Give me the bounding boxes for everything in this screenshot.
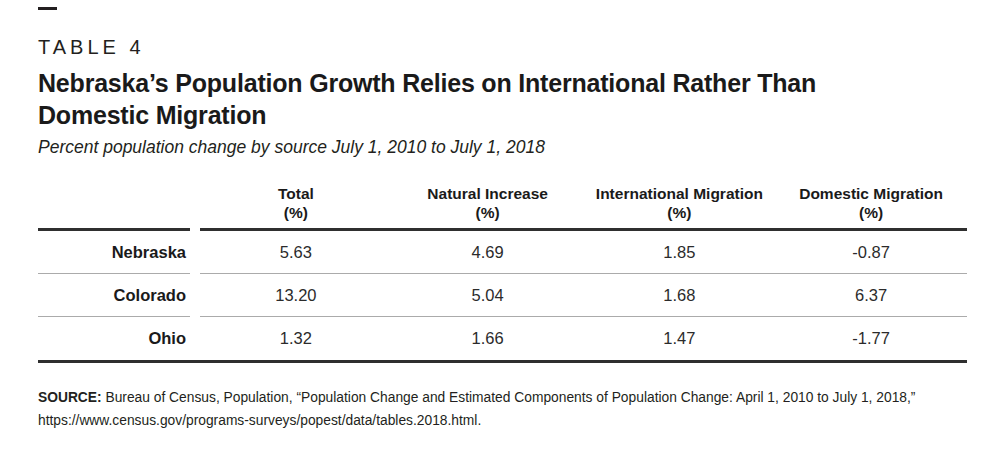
value-cell: 1.68	[584, 286, 776, 305]
row-label-cell: Colorado	[38, 274, 190, 317]
column-gap	[190, 231, 200, 274]
report-table-figure: TABLE 4 Nebraska’s Population Growth Rel…	[0, 0, 1000, 452]
row-label: Nebraska	[38, 243, 190, 262]
header-cells: Total (%) Natural Increase (%) Internati…	[200, 184, 967, 231]
value-cell: -1.77	[775, 329, 967, 348]
value-cell: 1.32	[200, 329, 392, 348]
table-row-colorado: Colorado 13.20 5.04 1.68 6.37	[38, 274, 967, 317]
value-cell: 1.66	[392, 329, 584, 348]
value-cell: 5.04	[392, 286, 584, 305]
table-title-line2: Domestic Migration	[38, 99, 967, 131]
row-label: Ohio	[38, 329, 190, 348]
source-label: SOURCE:	[38, 390, 102, 405]
row-label: Colorado	[38, 286, 190, 305]
column-header-domestic-migration: Domestic Migration (%)	[775, 184, 967, 228]
header-row-label-spacer	[38, 184, 190, 231]
source-note: SOURCE: Bureau of Census, Population, “P…	[38, 386, 967, 432]
table-subtitle: Percent population change by source July…	[38, 136, 967, 158]
value-cell: 13.20	[200, 286, 392, 305]
row-label-cell: Nebraska	[38, 231, 190, 274]
table-title: Nebraska’s Population Growth Relies on I…	[38, 67, 967, 131]
value-cell: 5.63	[200, 243, 392, 262]
row-values: 13.20 5.04 1.68 6.37	[200, 274, 967, 317]
value-cell: -0.87	[775, 243, 967, 262]
column-header-natural-increase: Natural Increase (%)	[392, 184, 584, 228]
value-cell: 6.37	[775, 286, 967, 305]
source-text: Bureau of Census, Population, “Populatio…	[38, 390, 915, 428]
column-header-total: Total (%)	[200, 184, 392, 228]
accent-dash	[38, 7, 57, 10]
value-cell: 1.47	[584, 329, 776, 348]
table-title-line1: Nebraska’s Population Growth Relies on I…	[38, 67, 967, 99]
row-values: 5.63 4.69 1.85 -0.87	[200, 231, 967, 274]
column-gap	[190, 274, 200, 317]
value-cell: 1.85	[584, 243, 776, 262]
row-values: 1.32 1.66 1.47 -1.77	[200, 317, 967, 360]
table-bottom-rule	[38, 360, 967, 363]
column-header-international-migration: International Migration (%)	[584, 184, 776, 228]
table-number-label: TABLE 4	[38, 37, 967, 57]
population-change-table: Total (%) Natural Increase (%) Internati…	[38, 184, 967, 363]
column-gap	[190, 317, 200, 360]
table-row-ohio: Ohio 1.32 1.66 1.47 -1.77	[38, 317, 967, 360]
table-row-nebraska: Nebraska 5.63 4.69 1.85 -0.87	[38, 231, 967, 274]
row-label-cell: Ohio	[38, 317, 190, 360]
value-cell: 4.69	[392, 243, 584, 262]
column-gap	[190, 184, 200, 231]
table-header-row: Total (%) Natural Increase (%) Internati…	[38, 184, 967, 231]
